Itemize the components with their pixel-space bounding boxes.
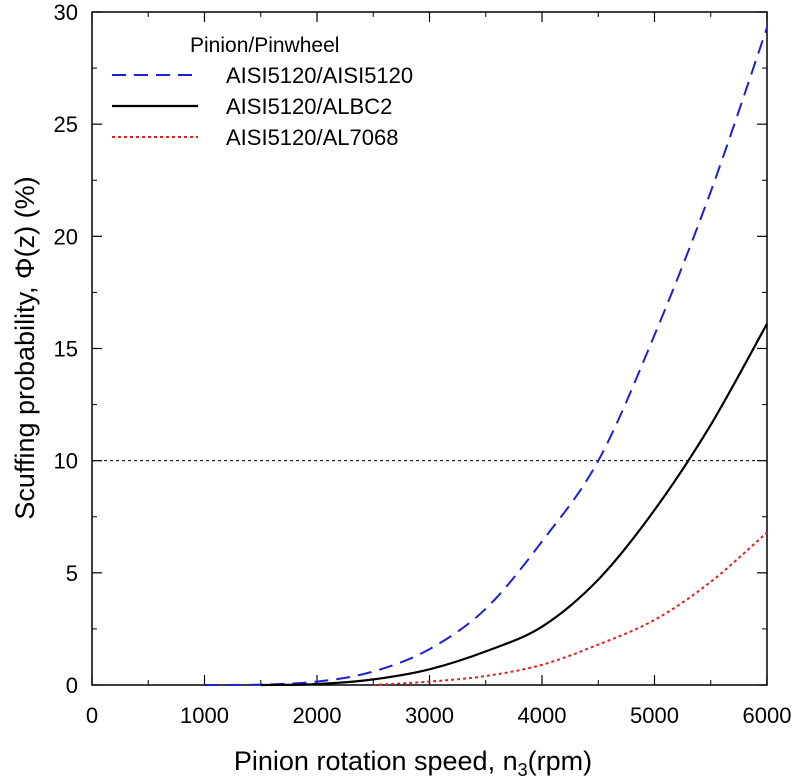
legend-label-1: AISI5120/AISI5120 [226, 63, 413, 88]
x-axis-title-unit: (rpm) [528, 746, 592, 776]
tick-labels: 0 1000 2000 3000 4000 5000 6000 0 5 10 15 20 25 30 [54, 0, 792, 728]
y-tick-label: 10 [54, 449, 78, 474]
x-axis-title: Pinion rotation speed, n3(rpm) [234, 746, 592, 780]
series-lines [204, 27, 768, 687]
legend-title: Pinion/Pinwheel [190, 34, 339, 57]
legend-label-3: AISI5120/AL7068 [226, 125, 398, 150]
x-tick-label: 4000 [518, 703, 567, 728]
plot-frame [91, 11, 768, 686]
x-tick-label: 6000 [743, 703, 792, 728]
x-tick-label: 3000 [405, 703, 454, 728]
legend-label-2: AISI5120/ALBC2 [226, 94, 392, 119]
y-axis-title: Scuffing probability, Φ(z) (%) [10, 176, 40, 519]
y-tick-label: 25 [54, 112, 78, 137]
series-line-3 [373, 531, 768, 686]
x-axis-title-main: Pinion rotation speed, n [234, 746, 518, 776]
series-line-1 [204, 27, 768, 686]
x-tick-label: 0 [86, 703, 98, 728]
y-tick-label: 20 [54, 224, 78, 249]
y-tick-label: 5 [66, 561, 78, 586]
y-tick-label: 0 [66, 673, 78, 698]
legend: Pinion/Pinwheel AISI5120/AISI5120 AISI512… [112, 34, 413, 150]
x-tick-label: 2000 [293, 703, 342, 728]
y-tick-label: 15 [54, 337, 78, 362]
x-axis-title-subscript: 3 [518, 760, 528, 780]
x-tick-label: 5000 [630, 703, 679, 728]
x-tick-label: 1000 [180, 703, 229, 728]
y-tick-label: 30 [54, 0, 78, 25]
series-line-2 [260, 323, 768, 687]
axis-ticks [91, 11, 768, 686]
